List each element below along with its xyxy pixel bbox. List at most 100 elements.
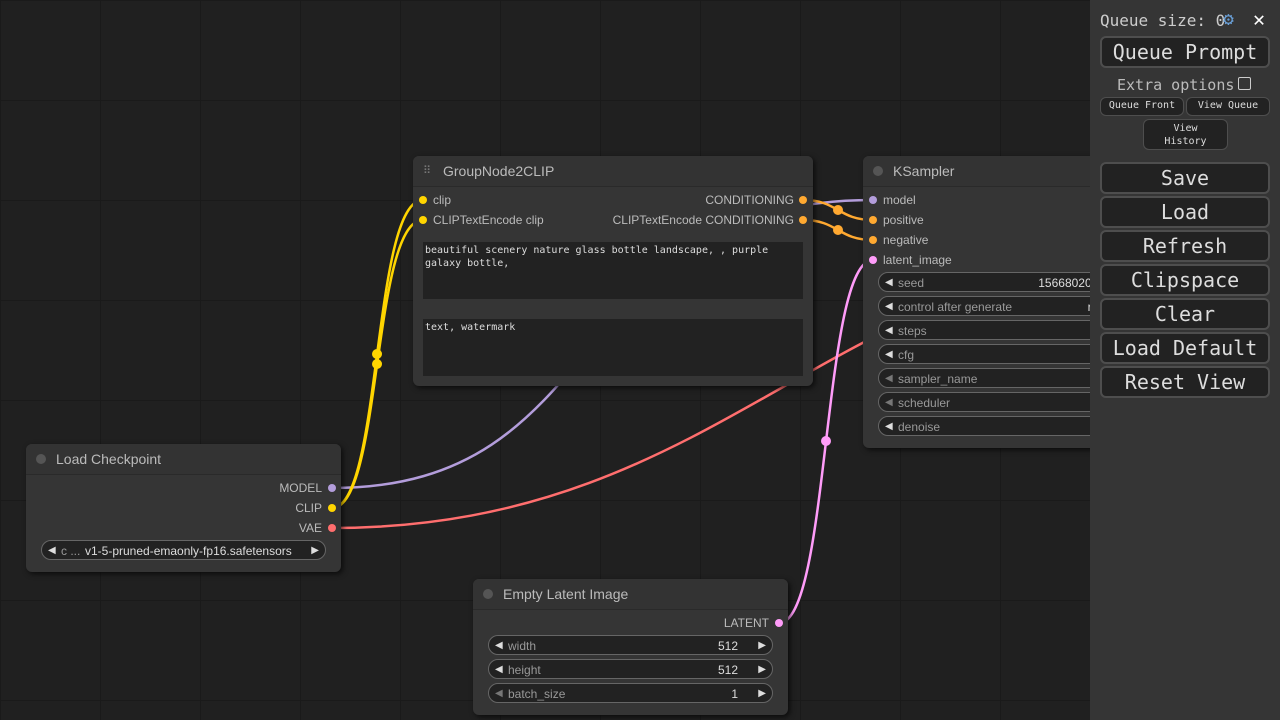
- menu-button[interactable]: Reset View: [1100, 366, 1270, 398]
- widget[interactable]: ◀ scheduler: [878, 392, 1158, 412]
- queue-size: Queue size: 0: [1100, 11, 1225, 30]
- widget[interactable]: ◀ steps: [878, 320, 1158, 340]
- arrow-left: ◀: [495, 688, 503, 699]
- widget-label: control after generate: [898, 300, 1013, 314]
- title-text: KSampler: [893, 163, 955, 179]
- widget[interactable]: ◀ sampler_name: [878, 368, 1158, 388]
- arrow-left: ◀: [495, 664, 503, 675]
- input-label: positive: [883, 213, 924, 227]
- link-dot: [833, 225, 843, 235]
- queue-label: Queue size:: [1100, 11, 1206, 30]
- side-menu: Queue size: 0 ⚙ ✕ Queue Prompt Extra opt…: [1090, 0, 1280, 720]
- menu-button[interactable]: Clear: [1100, 298, 1270, 330]
- settings-icon[interactable]: ⚙: [1223, 9, 1234, 30]
- input-label: negative: [883, 233, 929, 247]
- view-queue-button[interactable]: View Queue: [1186, 97, 1270, 116]
- extra-options-checkbox[interactable]: [1238, 77, 1251, 90]
- widget-label: cfg: [898, 348, 915, 362]
- menu-button[interactable]: Load Default: [1100, 332, 1270, 364]
- slot-dot[interactable]: [775, 619, 783, 627]
- view-history-button[interactable]: View History: [1143, 119, 1228, 150]
- arrow-right: ▶: [758, 664, 766, 675]
- menu-button[interactable]: Refresh: [1100, 230, 1270, 262]
- node[interactable]: ⠿ GroupNode2CLIP clip CLIPTextEncode clip…: [413, 156, 813, 386]
- queue-front-button[interactable]: Queue Front: [1100, 97, 1184, 116]
- widget-label: batch_size: [508, 687, 566, 701]
- input-label: CLIPTextEncode clip: [433, 213, 544, 227]
- menu-button[interactable]: Load: [1100, 196, 1270, 228]
- slot-dot[interactable]: [869, 216, 877, 224]
- node[interactable]: Load Checkpoint MODEL CLIP VAE ◀ c ... v1…: [26, 444, 341, 572]
- slot-dot[interactable]: [419, 216, 427, 224]
- menu-button[interactable]: Save: [1100, 162, 1270, 194]
- arrow-left: ◀: [495, 640, 503, 651]
- title-text: GroupNode2CLIP: [443, 163, 555, 179]
- widget-label: c ...: [61, 544, 81, 558]
- arrow-left: ◀: [885, 277, 893, 288]
- widget[interactable]: ◀ denoise: [878, 416, 1158, 436]
- widget-label: height: [508, 663, 541, 677]
- widget-label: seed: [898, 276, 925, 290]
- widget-label: width: [508, 639, 537, 653]
- textarea[interactable]: beautiful scenery nature glass bottle la…: [423, 242, 803, 299]
- close-icon[interactable]: ✕: [1253, 7, 1266, 31]
- widget[interactable]: ◀ width 512 ▶: [488, 635, 773, 655]
- slot-dot[interactable]: [799, 196, 807, 204]
- menu-button[interactable]: Clipspace: [1100, 264, 1270, 296]
- widget[interactable]: ◀ seed 1566802087: [878, 272, 1158, 292]
- output-label: CLIP: [295, 501, 322, 515]
- widget[interactable]: ◀ cfg: [878, 344, 1158, 364]
- widget[interactable]: ◀ c ... v1-5-pruned-emaonly-fp16.safetens…: [41, 540, 326, 560]
- extra-options-label: Extra options: [1117, 76, 1235, 94]
- widget-label: scheduler: [898, 396, 951, 410]
- widget-value: 1566802087: [1038, 276, 1105, 290]
- widget[interactable]: ◀ height 512 ▶: [488, 659, 773, 679]
- slot-dot[interactable]: [328, 504, 336, 512]
- arrow-left: ◀: [885, 397, 893, 408]
- textarea[interactable]: text, watermark: [423, 319, 803, 376]
- arrow-right: ▶: [758, 640, 766, 651]
- link-dot: [372, 349, 382, 359]
- widget-value: v1-5-pruned-emaonly-fp16.safetensors: [85, 544, 292, 558]
- arrow-left: ◀: [885, 373, 893, 384]
- title-text: Load Checkpoint: [56, 451, 162, 467]
- output-label: LATENT: [723, 616, 769, 630]
- arrow-left: ◀: [885, 301, 893, 312]
- input-label: clip: [433, 193, 452, 207]
- link-dot: [372, 359, 382, 369]
- widget-label: steps: [898, 324, 927, 338]
- input-label: latent_image: [883, 253, 952, 267]
- output-label: MODEL: [279, 481, 322, 495]
- arrow-left: ◀: [885, 325, 893, 336]
- slot-dot[interactable]: [328, 524, 336, 532]
- widget-value: 512: [717, 639, 738, 653]
- link-dot: [833, 205, 843, 215]
- node-title: ⠿ GroupNode2CLIP: [413, 156, 813, 187]
- node-title: Empty Latent Image: [473, 579, 788, 610]
- input-label: model: [883, 193, 916, 207]
- arrow-right: ▶: [758, 688, 766, 699]
- widget-value: 1: [731, 687, 738, 701]
- slot-dot[interactable]: [799, 216, 807, 224]
- slot-dot[interactable]: [869, 196, 877, 204]
- output-label: VAE: [298, 521, 322, 535]
- slot-dot[interactable]: [419, 196, 427, 204]
- node[interactable]: Empty Latent Image LATENT ◀ width 512 ▶ ◀ hei…: [473, 579, 788, 715]
- link-dot: [821, 436, 831, 446]
- slot-dot[interactable]: [869, 256, 877, 264]
- widget-label: sampler_name: [898, 372, 978, 386]
- node-title: Load Checkpoint: [26, 444, 341, 475]
- arrow-left: ◀: [885, 349, 893, 360]
- grip-icon: ⠿: [423, 165, 432, 177]
- slot-dot[interactable]: [869, 236, 877, 244]
- output-label: CONDITIONING: [705, 193, 794, 207]
- widget-value: 512: [717, 663, 738, 677]
- widget[interactable]: ◀ batch_size 1 ▶: [488, 683, 773, 703]
- queue-prompt-button[interactable]: Queue Prompt: [1100, 36, 1270, 68]
- title-text: Empty Latent Image: [503, 586, 629, 602]
- output-label: CLIPTextEncode CONDITIONING: [612, 213, 794, 227]
- slot-dot[interactable]: [328, 484, 336, 492]
- queue-count: 0: [1215, 11, 1226, 30]
- arrow-left: ◀: [885, 421, 893, 432]
